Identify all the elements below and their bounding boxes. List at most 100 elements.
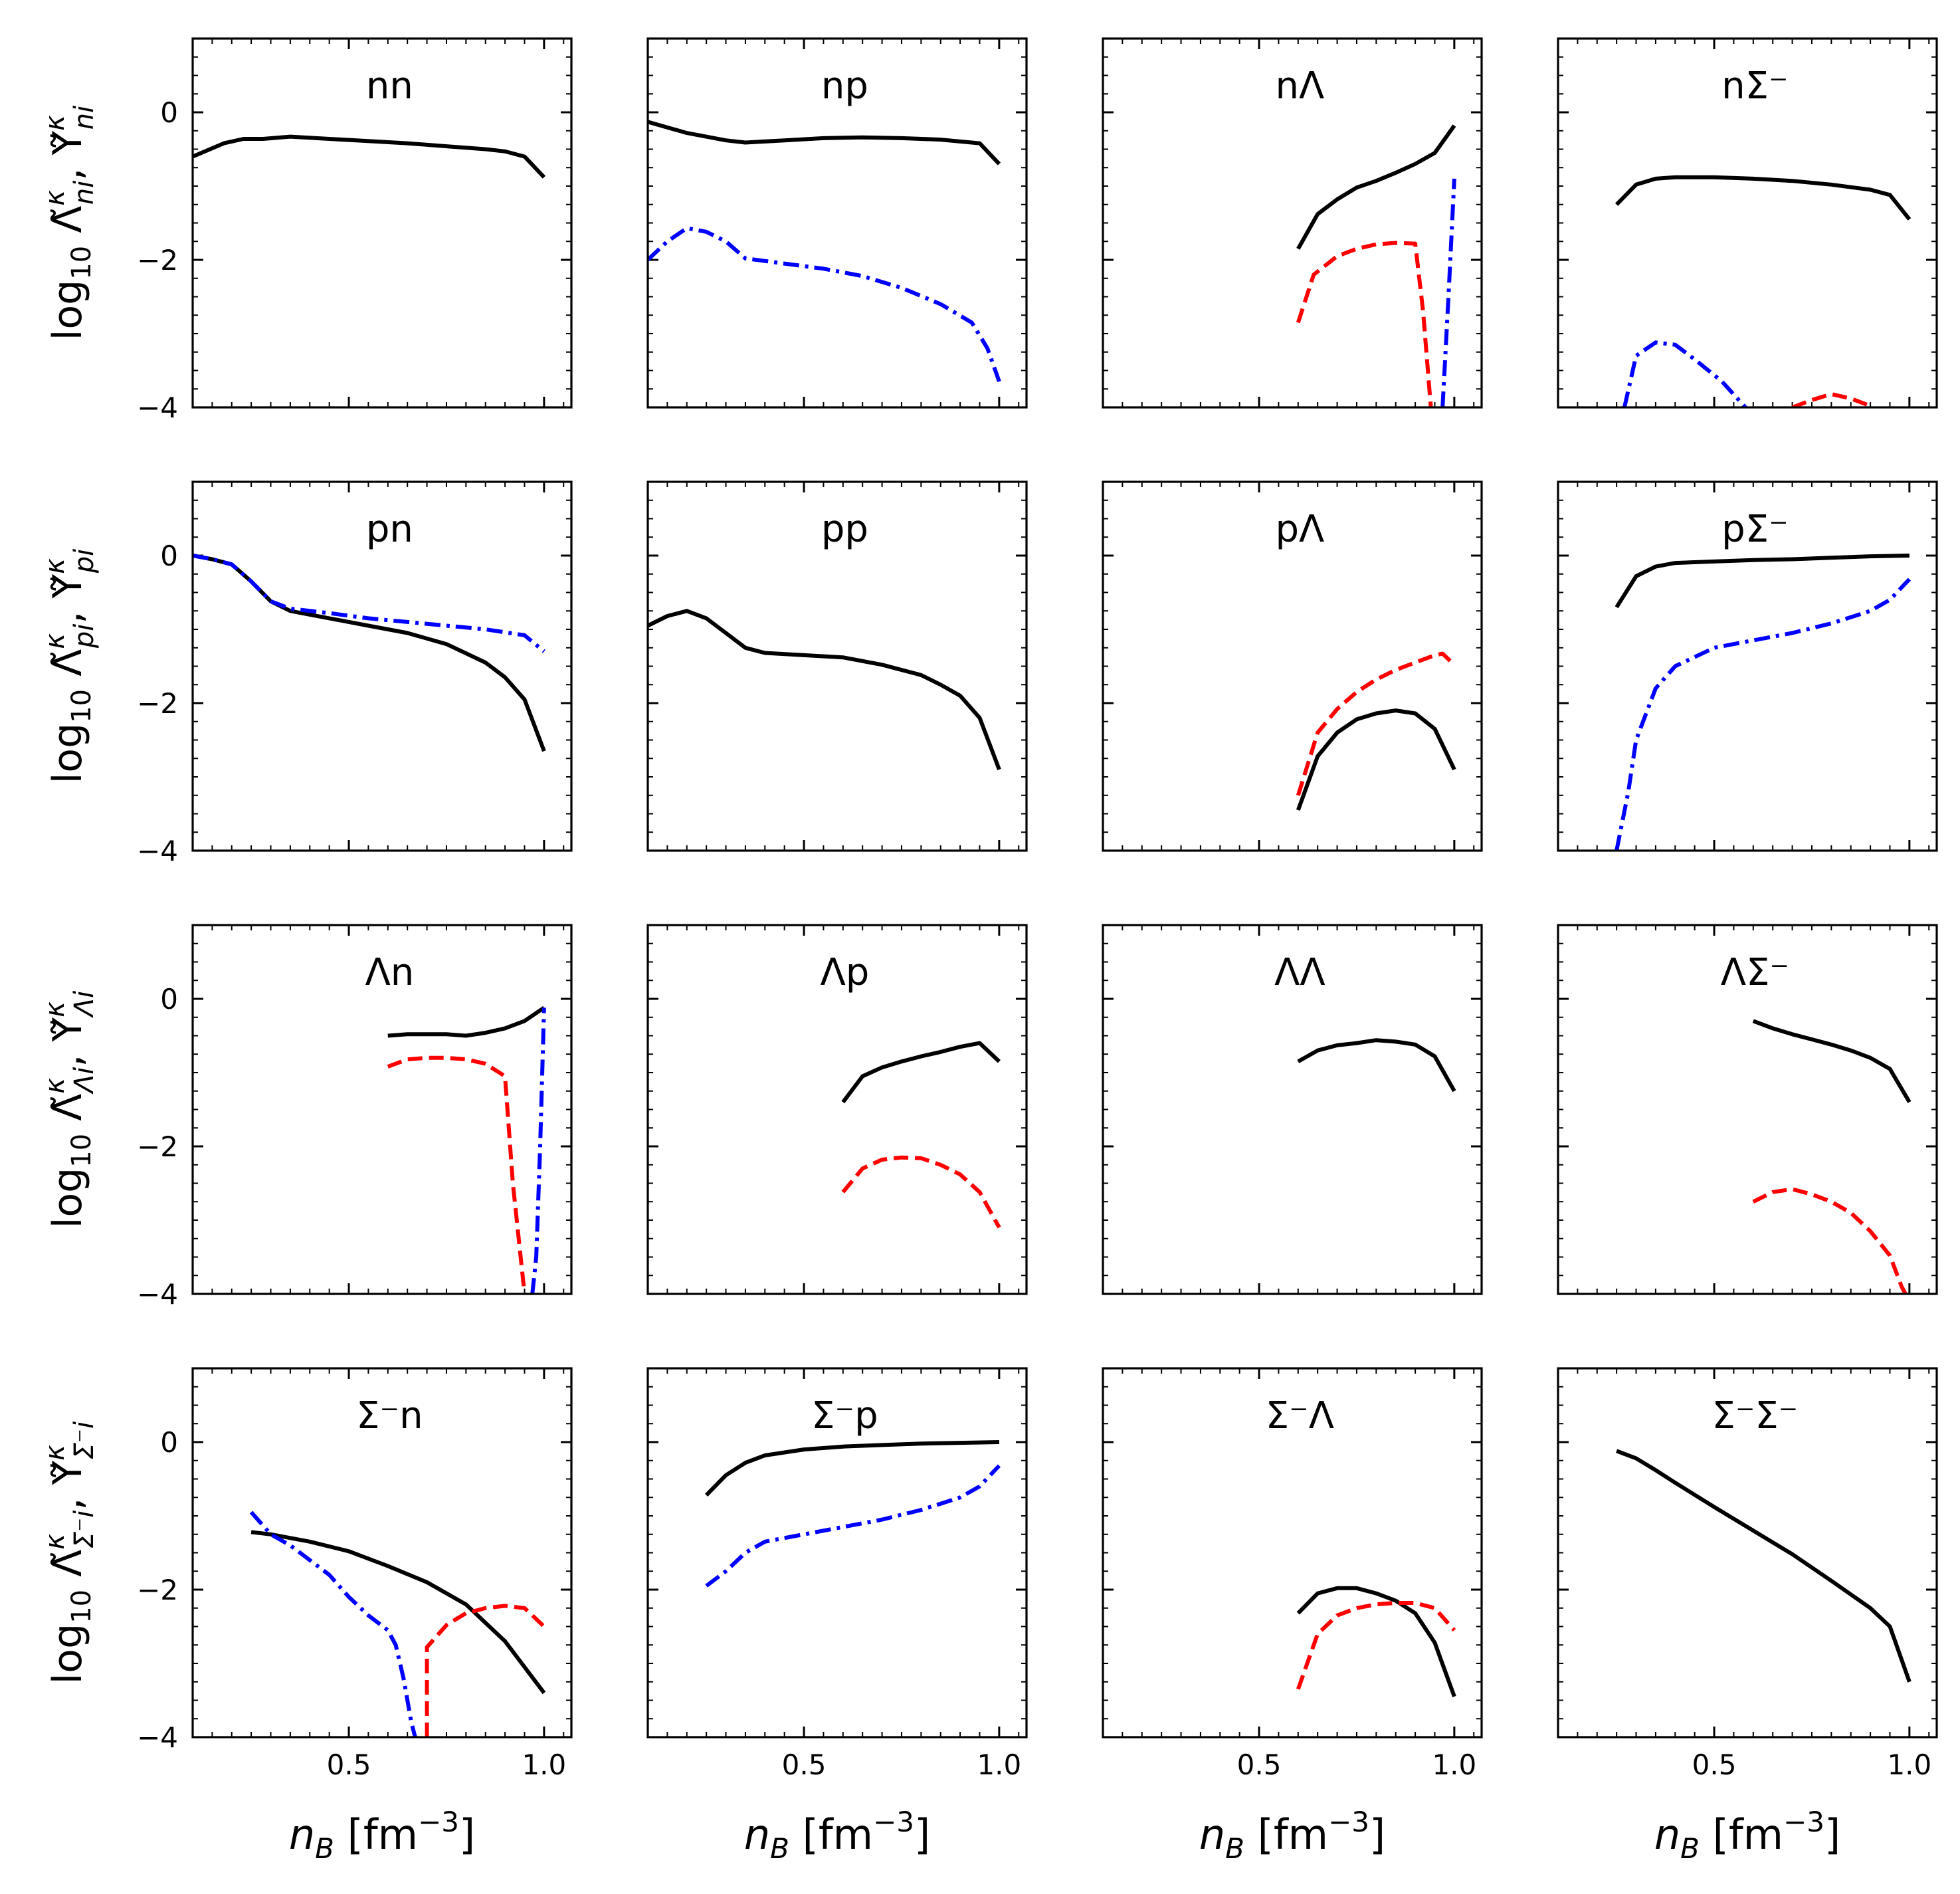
y-tick-label: −2	[137, 687, 178, 720]
panel-title: pn	[366, 508, 413, 551]
series-line-black	[250, 1530, 546, 1695]
series-line-black	[704, 1440, 999, 1497]
y-tick-label: −2	[137, 1130, 178, 1163]
panel-title: Σ⁻Λ	[1266, 1394, 1334, 1437]
series-line-red	[425, 1604, 545, 1737]
series-line-black	[1296, 708, 1456, 811]
series-line-red	[1752, 1187, 1908, 1294]
panel-frame	[1557, 924, 1938, 1295]
panel-title: nΛ	[1275, 64, 1324, 108]
y-tick-label: −4	[137, 1278, 178, 1311]
series-line-black	[1296, 1586, 1456, 1697]
x-tick-label: 0.5	[1237, 1748, 1282, 1781]
series-line-black	[193, 554, 546, 752]
panel-frame	[1102, 37, 1483, 409]
series-line-blue	[705, 1464, 1001, 1588]
x-tick-label: 1.0	[977, 1748, 1021, 1781]
series-line-red	[1296, 1601, 1456, 1690]
y-tick-label: 0	[160, 96, 178, 129]
panel-title: Σ⁻Σ⁻	[1712, 1394, 1798, 1437]
panel-frame	[191, 37, 573, 409]
panel-frame	[1557, 37, 1938, 409]
panel-frame	[1102, 1367, 1483, 1738]
series-line-red	[387, 1055, 527, 1294]
series-line-blue	[1622, 340, 1747, 407]
series-line-black	[387, 1005, 545, 1038]
panel-9: Λp	[646, 924, 1028, 1295]
panel-10: ΛΛ	[1102, 924, 1483, 1295]
panel-frame	[191, 480, 573, 852]
series-line-black	[1297, 1038, 1456, 1093]
panel-6: pΛ	[1102, 480, 1483, 852]
series-line-black	[1616, 1449, 1911, 1683]
panel-title: Σ⁻p	[811, 1394, 878, 1437]
panel-2: nΛ	[1102, 37, 1483, 409]
series-line-black	[841, 1041, 1001, 1104]
series-line-black	[648, 120, 1001, 165]
series-line-red	[1296, 651, 1456, 796]
panel-frame	[1557, 480, 1938, 852]
panel-frame	[1102, 924, 1483, 1295]
panel-title: pΛ	[1275, 508, 1324, 551]
series-line-black	[1615, 175, 1911, 221]
y-axis-label-row-2: log10 Λ̃κΛi, Υ̃κΛi	[40, 991, 100, 1228]
y-tick-label: 0	[160, 540, 178, 572]
x-axis-label: nB [fm−3]	[1654, 1806, 1840, 1865]
x-tick-label: 0.5	[782, 1748, 827, 1781]
panel-title: nn	[366, 64, 413, 108]
panel-5: pp	[646, 480, 1028, 852]
panel-frame	[646, 37, 1028, 409]
y-tick-label: −4	[137, 391, 178, 424]
x-tick-label: 1.0	[1432, 1748, 1476, 1781]
x-tick-label: 1.0	[1887, 1748, 1931, 1781]
panel-frame	[646, 924, 1028, 1295]
panel-title: np	[821, 64, 868, 108]
panel-3: nΣ⁻	[1557, 37, 1938, 409]
panel-title: Λp	[820, 951, 869, 994]
panel-frame	[1557, 1367, 1938, 1738]
series-line-red	[841, 1155, 1001, 1229]
panel-4: pn 0 −2 −4	[137, 480, 573, 867]
panel-8: Λn 0 −2 −4	[137, 924, 573, 1311]
panel-7: pΣ⁻	[1557, 480, 1938, 852]
x-axis-label: nB [fm−3]	[289, 1806, 475, 1865]
panel-title: Σ⁻n	[356, 1394, 423, 1437]
panel-11: ΛΣ⁻	[1557, 924, 1938, 1295]
y-axis-label-row-1: log10 Λ̃κpi, Υ̃κpi	[40, 549, 100, 784]
series-line-black	[1296, 124, 1456, 250]
y-tick-label: −4	[137, 1721, 178, 1754]
series-line-black	[1752, 1019, 1911, 1103]
x-tick-label: 0.5	[1692, 1748, 1737, 1781]
y-tick-label: −2	[137, 244, 178, 276]
series-line-blue	[193, 554, 545, 653]
panel-title: ΛΣ⁻	[1721, 951, 1789, 994]
panel-title: ΛΛ	[1274, 951, 1325, 994]
series-line-blue	[530, 1007, 546, 1294]
panel-title: pp	[821, 508, 868, 551]
series-line-red	[1296, 241, 1433, 407]
panel-1: np	[646, 37, 1028, 409]
panel-title: pΣ⁻	[1721, 508, 1789, 551]
panel-frame	[191, 924, 573, 1295]
panel-13: Σ⁻p 0.5 1.0 nB [fm−3]	[646, 1367, 1028, 1865]
series-line-blue	[648, 226, 1001, 383]
series-line-blue	[1440, 178, 1456, 407]
x-axis-label: nB [fm−3]	[1199, 1806, 1385, 1865]
y-tick-label: 0	[160, 1426, 178, 1459]
series-line-red	[1791, 392, 1872, 407]
y-axis-label-row-3: log10 Λ̃κΣ⁻i, Υ̃κΣ⁻i	[40, 1421, 100, 1684]
x-tick-label: 0.5	[327, 1748, 371, 1781]
series-line-blue	[1615, 578, 1911, 851]
series-line-black	[1615, 554, 1910, 609]
panel-frame	[646, 1367, 1028, 1738]
panel-title: nΣ⁻	[1721, 64, 1788, 108]
y-tick-label: 0	[160, 983, 178, 1015]
x-tick-label: 1.0	[522, 1748, 566, 1781]
panel-0: nn 0 −2 −4	[137, 37, 573, 424]
panel-frame	[191, 1367, 573, 1738]
panel-15: Σ⁻Σ⁻ 0.5 1.0 nB [fm−3]	[1557, 1367, 1938, 1865]
panel-frame	[1102, 480, 1483, 852]
panel-title: Λn	[365, 951, 414, 994]
series-line-black	[193, 134, 546, 179]
